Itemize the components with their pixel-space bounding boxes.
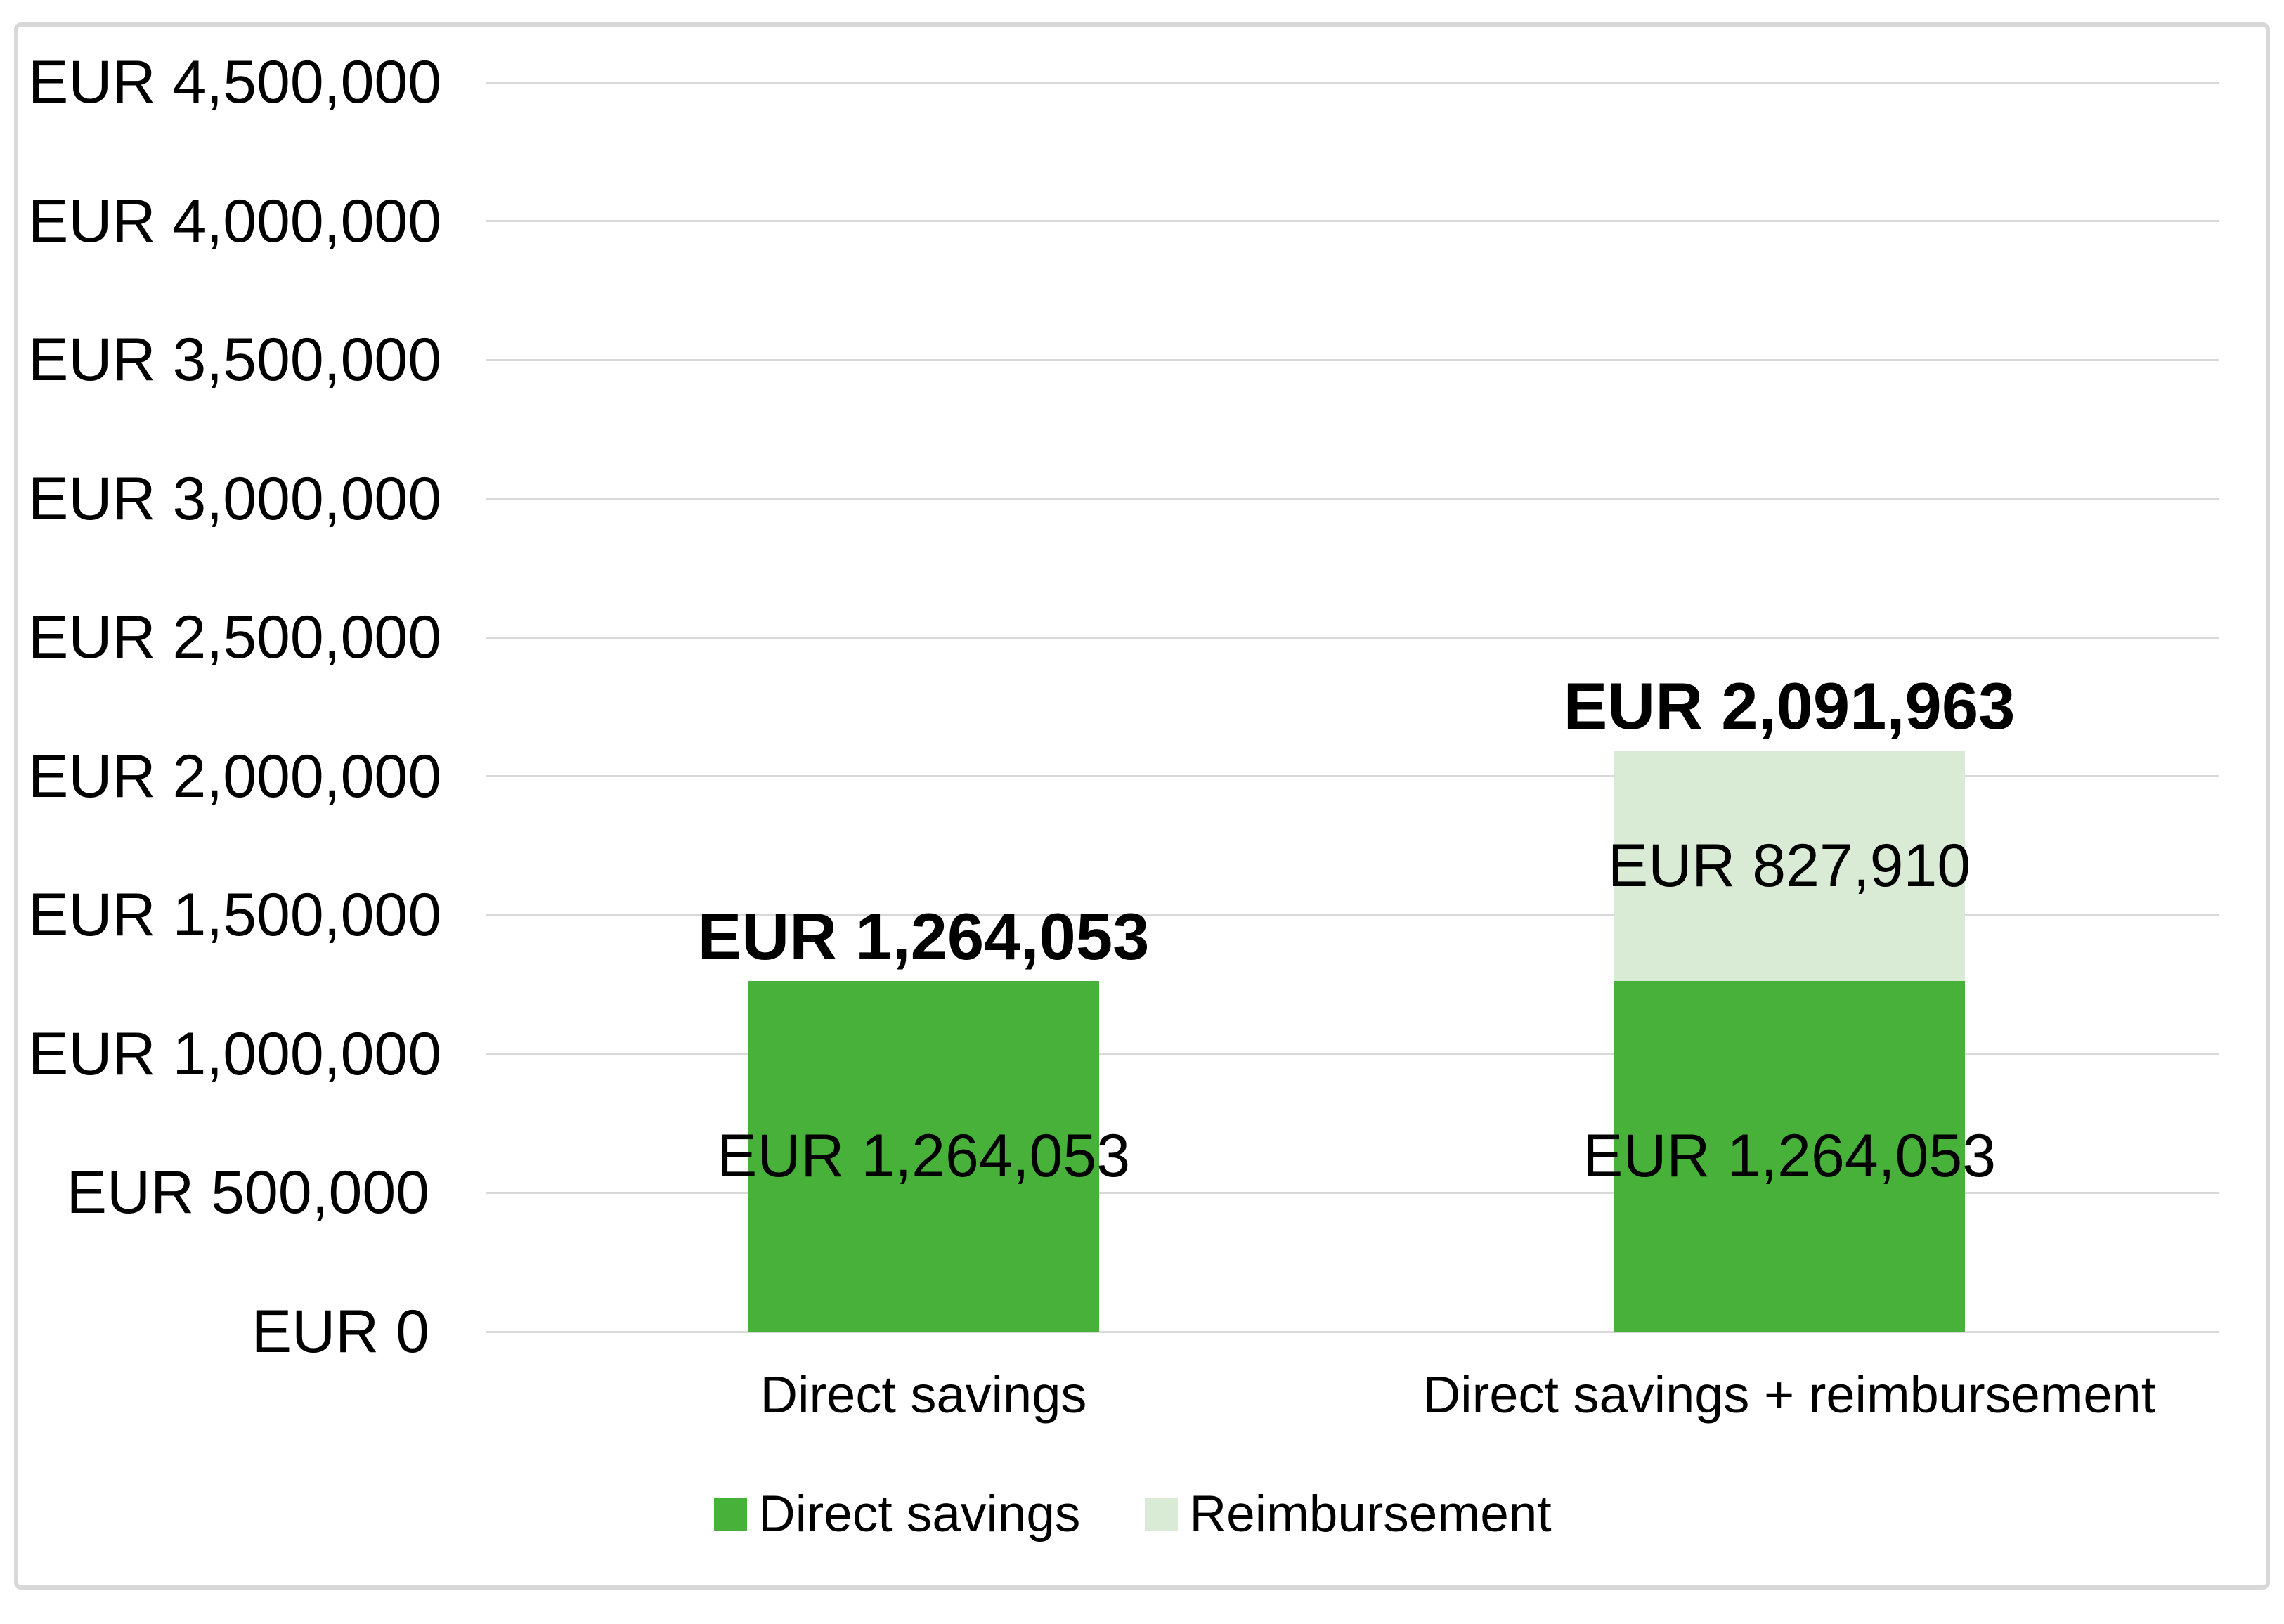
bar-total-label: EUR 1,264,053: [697, 899, 1150, 973]
gridline: [486, 914, 2219, 916]
gridline: [486, 1191, 2219, 1194]
legend-item-reimbursement: Reimbursement: [1145, 1486, 1552, 1542]
bar-total-label: EUR 2,091,963: [1563, 669, 2016, 743]
bar-segment-value-label: EUR 1,264,053: [716, 1122, 1131, 1190]
chart-legend: Direct savings Reimbursement: [714, 1476, 1552, 1553]
y-axis-tick-label: EUR 2,000,000: [28, 742, 442, 810]
gridline: [486, 1330, 2219, 1333]
bar-segment-direct-savings: [1614, 980, 1965, 1332]
x-axis-category-label: Direct savings + reimbursement: [1422, 1365, 2156, 1424]
y-axis-tick-label: EUR 4,000,000: [28, 187, 442, 255]
gridline: [486, 81, 2219, 84]
y-axis-tick-label: EUR 2,500,000: [28, 604, 442, 672]
gridline: [486, 358, 2219, 361]
gridline: [486, 775, 2219, 778]
gridline: [486, 1053, 2219, 1055]
legend-item-direct-savings: Direct savings: [714, 1486, 1080, 1542]
bar-segment-value-label: EUR 1,264,053: [1582, 1122, 1997, 1190]
gridline: [486, 498, 2219, 500]
y-axis-tick-label: EUR 1,000,000: [28, 1020, 442, 1088]
gridline: [486, 636, 2219, 639]
bar-segment-reimbursement: [1614, 751, 1965, 981]
y-axis-tick-label: EUR 500,000: [66, 1159, 429, 1227]
gridline: [486, 220, 2219, 223]
bar-segment-direct-savings: [748, 980, 1099, 1332]
y-axis-tick-label: EUR 3,000,000: [28, 465, 442, 533]
y-axis-tick-label: EUR 4,500,000: [28, 48, 442, 116]
y-axis-tick-label: EUR 1,500,000: [28, 881, 442, 949]
bar-segment-value-label: EUR 827,910: [1607, 832, 1971, 899]
y-axis-tick-label: EUR 0: [251, 1298, 429, 1365]
legend-label: Reimbursement: [1189, 1486, 1552, 1542]
legend-label: Direct savings: [758, 1486, 1081, 1542]
y-axis-tick-label: EUR 3,500,000: [28, 326, 442, 394]
x-axis-category-label: Direct savings: [760, 1365, 1087, 1424]
legend-swatch-icon: [1145, 1498, 1179, 1531]
legend-swatch-icon: [714, 1498, 747, 1531]
